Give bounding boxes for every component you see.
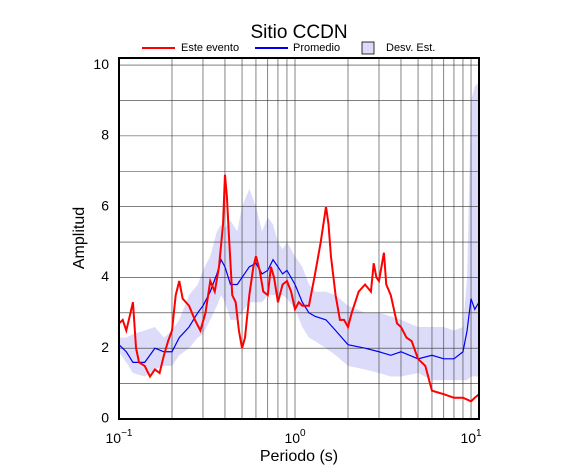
series-line — [118, 174, 480, 403]
x-tick-label: 101 — [460, 428, 482, 446]
std-band — [119, 82, 479, 381]
y-tick-label: 8 — [101, 127, 109, 143]
y-tick-label: 2 — [101, 339, 109, 355]
chart-title: Sitio CCDN — [250, 22, 347, 43]
plot-frame — [118, 57, 480, 420]
x-tick-exponent: 0 — [300, 428, 306, 439]
legend-label: Este evento — [181, 42, 239, 54]
x-tick-label: 100 — [284, 428, 306, 446]
x-tick-base: 10 — [106, 430, 122, 446]
legend-label: Desv. Est. — [386, 42, 435, 54]
x-tick-exponent: 1 — [476, 428, 482, 439]
x-tick-base: 10 — [284, 430, 300, 446]
legend-label: Promedio — [293, 42, 340, 54]
legend-swatch — [361, 41, 375, 55]
x-tick-label: 10−1 — [106, 428, 133, 446]
y-tick-label: 4 — [101, 268, 109, 284]
x-tick-exponent: −1 — [121, 428, 133, 439]
y-tick-label: 10 — [93, 56, 109, 72]
x-tick-base: 10 — [460, 430, 476, 446]
y-tick-label: 6 — [101, 197, 109, 213]
x-axis-label: Periodo (s) — [260, 448, 338, 465]
y-tick-label: 0 — [101, 410, 109, 426]
y-axis-label: Amplitud — [71, 207, 88, 269]
series-line — [118, 258, 480, 363]
